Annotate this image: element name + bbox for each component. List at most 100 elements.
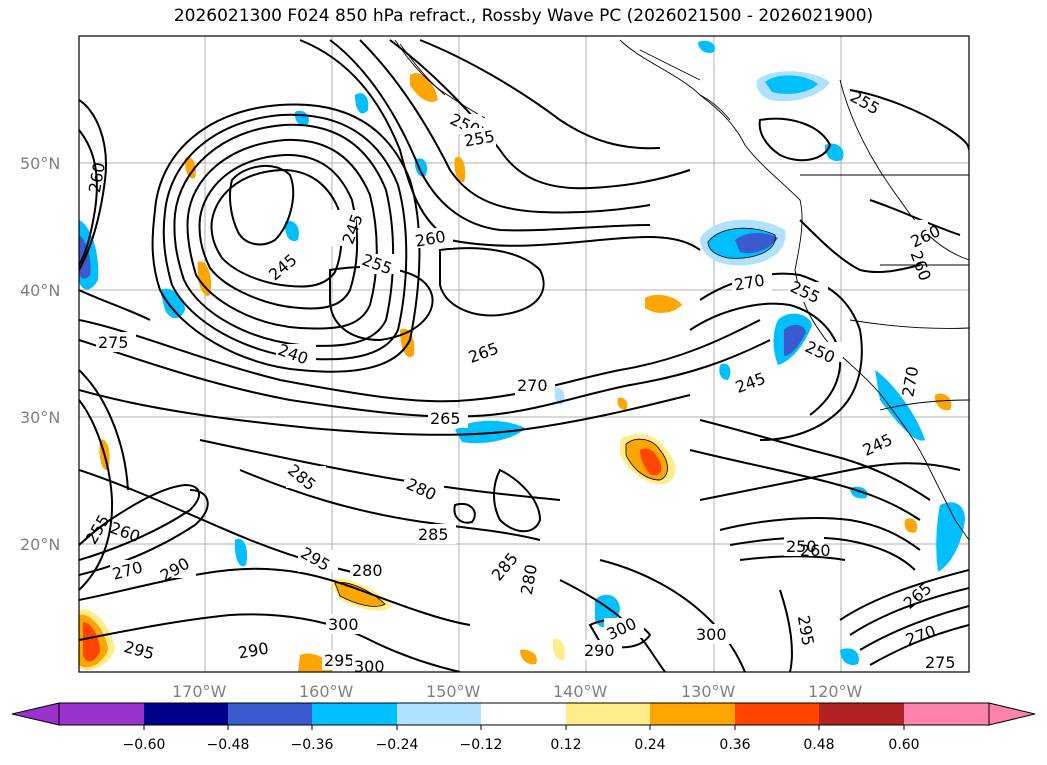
negative-anomaly [936,502,965,572]
contour-label: 275 [925,653,956,672]
contour-line [599,559,746,672]
border [879,399,969,411]
coastline [699,94,731,121]
colorbar-segment [904,703,989,725]
lon-label: 120°W [808,682,863,701]
negative-anomaly [455,420,525,444]
colorbar-min-extension [11,702,60,726]
contour-line [779,589,793,672]
negative-anomaly [840,648,859,666]
colorbar-segment [735,703,819,725]
colorbar-tick-label: −0.36 [291,737,334,753]
colorbar-segment [481,703,566,725]
negative-anomaly [735,233,778,254]
negative-anomaly [765,75,818,94]
lat-label: 50°N [20,154,60,173]
map-title: 2026021300 F024 850 hPa refract., Rossby… [173,6,874,26]
contour-line [79,319,761,403]
border [849,319,969,329]
positive-anomaly [904,518,918,533]
colorbar-tick-label: 0.48 [803,737,834,753]
lon-label: 170°W [172,682,227,701]
contour-line [229,164,295,246]
lon-label: 150°W [426,682,481,701]
contour-line [162,113,408,361]
contour-label: 250 [786,537,817,556]
contour-line [151,103,421,373]
contour-line [699,462,961,501]
lat-label: 20°N [20,535,60,554]
colorbar-segment [819,703,904,725]
contour-line [79,289,151,321]
contour-line [869,199,961,236]
colorbar-tick-label: 0.12 [550,737,581,753]
negative-anomaly [719,363,731,380]
contour-line [453,502,476,524]
positive-anomaly [552,639,566,661]
contour-line [739,555,846,561]
map-frame [78,35,970,673]
lon-label: 130°W [681,682,736,701]
contour-line [799,219,921,274]
contour-line [689,302,842,416]
contour-line [79,399,114,591]
contour-line [389,39,691,190]
contour-line [79,99,107,271]
contour-label: 265 [430,409,461,428]
coastline [639,49,701,81]
negative-anomaly [784,324,806,356]
colorbar: −0.60 −0.48 −0.36 −0.24 −0.12 0.12 0.24 … [11,702,1036,753]
coastline [399,43,446,96]
contour-line [79,567,471,626]
contour-line [239,469,541,541]
positive-anomaly [454,156,466,183]
contour-line [559,579,666,672]
negative-anomaly [234,538,248,567]
contour-line [329,39,651,232]
colorbar-segment [228,703,312,725]
contour-line [79,483,200,561]
colorbar-segment [144,703,228,725]
anomaly-outline [334,582,386,607]
contour-line [493,468,542,533]
contour-line [729,536,916,571]
contour-line [173,123,395,347]
contour-label: 275 [98,333,129,352]
contour-line [758,117,832,162]
contour-label: 300 [696,625,727,644]
colorbar-max-extension [988,702,1036,726]
contour-line [419,39,661,150]
colorbar-tick-label: 0.24 [634,737,665,753]
positive-anomaly [520,649,537,665]
coastlines [394,39,969,541]
colorbar-segment [566,703,650,725]
anomaly-outlines [334,227,776,607]
contour-line [699,419,931,501]
coastline [619,39,969,541]
negative-anomaly [284,220,299,242]
positive-anomaly [197,261,212,296]
contour-line [79,469,381,579]
contour-line [869,624,969,666]
contour-line [839,569,969,621]
contour-line [439,247,545,317]
colorbar-tick-label: −0.12 [460,737,503,753]
positive-anomaly [335,582,385,607]
longitude-labels: 170°W 160°W 150°W 140°W 130°W 120°W [172,682,863,701]
positive-anomaly [645,294,682,313]
contour-label: 295 [324,651,355,670]
negative-anomaly [355,93,369,114]
colorbar-segment [650,703,735,725]
colorbar-segment [397,703,481,725]
positive-anomaly [184,156,196,179]
positive-anomaly [410,73,438,103]
colorbar-tick-label: −0.60 [123,737,166,753]
contour-line [79,369,129,491]
contour-line [198,153,359,310]
anomaly-outline [707,227,776,259]
contour-line [186,138,378,330]
positive-anomaly [617,397,628,410]
contour-line [79,339,771,418]
border [839,79,969,261]
contour-line [359,39,651,214]
